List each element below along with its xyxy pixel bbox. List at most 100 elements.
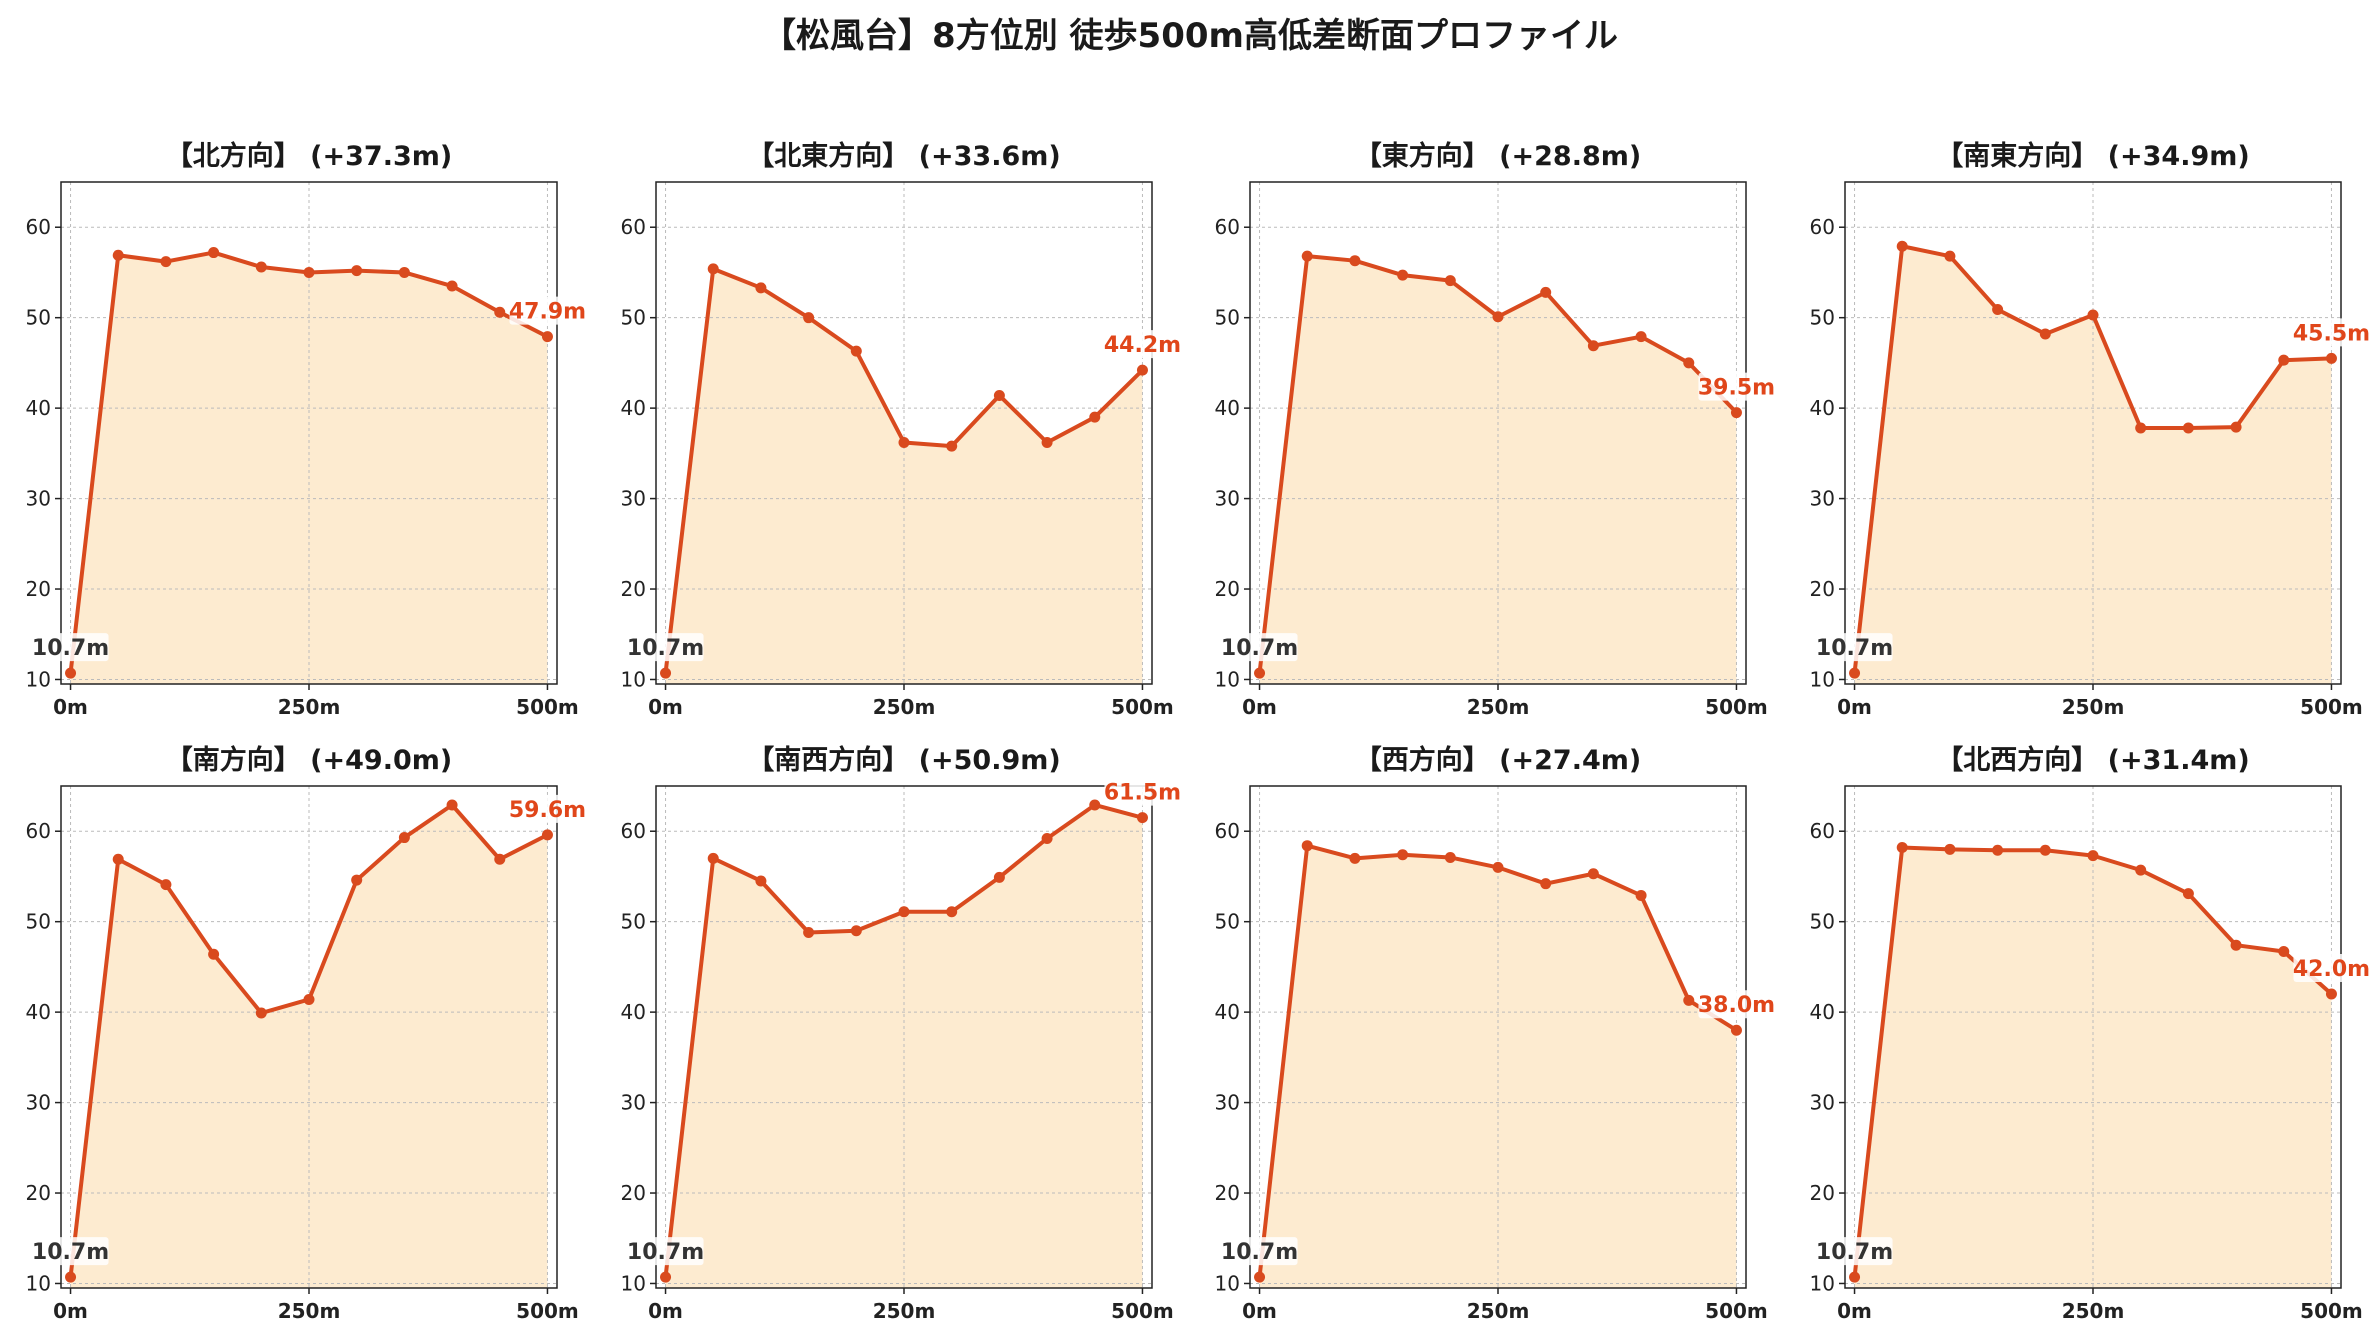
- data-point: [2325, 352, 2337, 364]
- end-label-box: [1698, 372, 1775, 401]
- end-elevation-label: 44.2m: [1104, 333, 1181, 358]
- profile-panel: 【南方向】 (+49.0m) 10 20 30 40 50 60 0m 250m 500m 10.7…: [26, 744, 587, 1323]
- y-tick-label: 10: [1215, 1271, 1240, 1295]
- data-point: [1301, 250, 1313, 262]
- x-tick-label: 0m: [1242, 1299, 1277, 1323]
- end-elevation-label: 59.6m: [509, 798, 586, 823]
- y-tick-label: 30: [1215, 487, 1240, 511]
- data-point: [1635, 889, 1647, 901]
- start-elevation-label: 10.7m: [627, 636, 704, 661]
- data-point: [208, 247, 220, 259]
- x-tick-label: 0m: [648, 1299, 683, 1323]
- end-label-box: [2293, 954, 2370, 983]
- data-point: [1587, 868, 1599, 880]
- data-point: [803, 312, 815, 324]
- data-point: [65, 667, 77, 679]
- data-point: [398, 266, 410, 278]
- data-point: [255, 1007, 267, 1019]
- data-point: [1944, 843, 1956, 855]
- data-point: [993, 389, 1005, 401]
- start-elevation-label: 10.7m: [1816, 1240, 1893, 1265]
- data-point: [1089, 799, 1101, 811]
- data-point: [1944, 250, 1956, 262]
- data-point: [2325, 988, 2337, 1000]
- start-elevation-label: 10.7m: [32, 1240, 109, 1265]
- profile-panel: 【北方向】 (+37.3m) 10 20 30 40 50 60 0m 250m 500m 10.7…: [26, 140, 587, 719]
- data-point: [303, 266, 315, 278]
- data-point: [1397, 269, 1409, 281]
- y-tick-label: 40: [26, 1000, 51, 1024]
- x-tick-label: 500m: [1111, 695, 1174, 719]
- x-tick-label: 250m: [873, 1299, 936, 1323]
- end-elevation-label: 47.9m: [509, 300, 586, 325]
- y-tick-label: 60: [621, 215, 646, 239]
- x-tick-label: 250m: [1467, 1299, 1530, 1323]
- profile-panel: 【北東方向】 (+33.6m) 10 20 30 40 50 60 0m 250m 500m 10.…: [621, 140, 1182, 719]
- y-tick-label: 40: [1215, 396, 1240, 420]
- data-point: [1492, 861, 1504, 873]
- end-label-box: [1698, 990, 1775, 1019]
- x-tick-label: 0m: [648, 695, 683, 719]
- panel-title: 【西方向】 (+27.4m): [1355, 744, 1641, 776]
- data-point: [494, 853, 506, 865]
- data-point: [1041, 832, 1053, 844]
- x-tick-label: 500m: [1111, 1299, 1174, 1323]
- data-point: [1730, 407, 1742, 419]
- data-point: [494, 306, 506, 318]
- data-point: [112, 249, 124, 261]
- data-point: [1540, 286, 1552, 298]
- y-tick-label: 50: [1810, 910, 1835, 934]
- data-point: [898, 436, 910, 448]
- data-point: [946, 906, 958, 918]
- y-tick-label: 10: [1810, 667, 1835, 691]
- x-tick-label: 500m: [1705, 1299, 1768, 1323]
- x-tick-label: 0m: [1837, 1299, 1872, 1323]
- y-tick-label: 20: [1215, 1181, 1240, 1205]
- data-point: [1349, 852, 1361, 864]
- profile-panel: 【南東方向】 (+34.9m) 10 20 30 40 50 60 0m 250m 500m 10.…: [1810, 140, 2371, 719]
- panel-title: 【東方向】 (+28.8m): [1355, 140, 1641, 172]
- data-point: [1444, 851, 1456, 863]
- x-tick-label: 500m: [516, 1299, 579, 1323]
- data-point: [1136, 812, 1148, 824]
- x-tick-label: 250m: [2062, 695, 2125, 719]
- end-elevation-label: 45.5m: [2293, 321, 2370, 346]
- data-point: [1397, 849, 1409, 861]
- start-label-box: [627, 1237, 704, 1266]
- y-tick-label: 60: [1810, 215, 1835, 239]
- y-tick-label: 50: [1810, 306, 1835, 330]
- y-tick-label: 60: [1215, 819, 1240, 843]
- panel-title: 【南西方向】 (+50.9m): [747, 744, 1060, 776]
- y-tick-label: 20: [1215, 577, 1240, 601]
- y-tick-label: 30: [1810, 487, 1835, 511]
- data-point: [446, 799, 458, 811]
- x-tick-label: 250m: [1467, 695, 1530, 719]
- data-point: [1683, 994, 1695, 1006]
- y-tick-label: 20: [1810, 577, 1835, 601]
- data-point: [707, 852, 719, 864]
- panel-title: 【南東方向】 (+34.9m): [1936, 140, 2249, 172]
- y-tick-label: 60: [1810, 819, 1835, 843]
- start-elevation-label: 10.7m: [1816, 636, 1893, 661]
- data-point: [1730, 1024, 1742, 1036]
- panel-title: 【北東方向】 (+33.6m): [747, 140, 1060, 172]
- x-tick-label: 250m: [2062, 1299, 2125, 1323]
- data-point: [1849, 667, 1861, 679]
- data-point: [1683, 357, 1695, 369]
- start-elevation-label: 10.7m: [1221, 1240, 1298, 1265]
- data-point: [707, 263, 719, 275]
- data-point: [1089, 411, 1101, 423]
- data-point: [2278, 354, 2290, 366]
- x-tick-label: 250m: [278, 1299, 341, 1323]
- data-point: [160, 256, 172, 268]
- y-tick-label: 20: [621, 1181, 646, 1205]
- data-point: [1349, 255, 1361, 267]
- data-point: [2182, 888, 2194, 900]
- start-label-box: [32, 633, 109, 662]
- y-tick-label: 30: [621, 487, 646, 511]
- data-point: [303, 993, 315, 1005]
- data-point: [850, 345, 862, 357]
- data-point: [1992, 844, 2004, 856]
- figure-title: 【松風台】8方位別 徒歩500m高低差断面プロファイル: [762, 16, 1618, 56]
